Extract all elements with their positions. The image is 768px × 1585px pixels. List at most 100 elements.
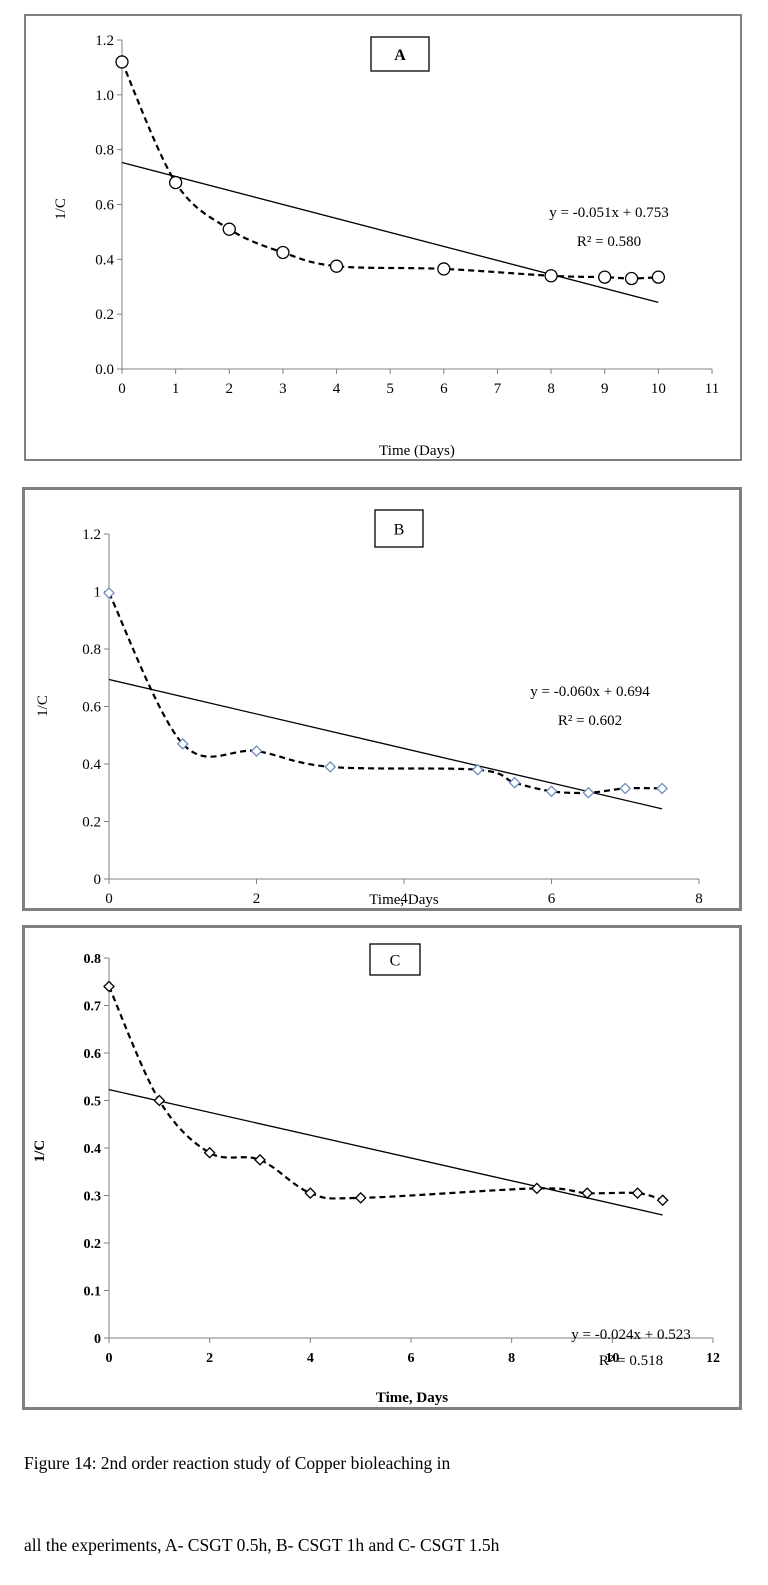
- data-point: [304, 1187, 317, 1200]
- x-tick-label: 12: [706, 1351, 720, 1366]
- y-tick-label: 0.6: [82, 700, 101, 716]
- y-tick-label: 1.0: [95, 88, 114, 104]
- y-tick-label: 0.0: [95, 362, 114, 378]
- data-point: [581, 1187, 594, 1200]
- r-squared-label: R² = 0.602: [558, 713, 622, 729]
- panel-label-box: [369, 943, 421, 976]
- y-tick-label: 0.4: [84, 1142, 102, 1157]
- x-axis-label: Time (Days): [379, 443, 455, 459]
- x-tick-label: 10: [651, 381, 666, 397]
- trendline-equation: y = -0.060x + 0.694: [530, 684, 650, 700]
- data-point: [508, 776, 521, 789]
- data-point: [471, 763, 484, 776]
- y-tick-label: 1.2: [82, 527, 101, 543]
- panel-label-box: [370, 36, 430, 72]
- y-tick-label: 0.8: [95, 143, 114, 159]
- y-tick-label: 0.6: [95, 198, 114, 214]
- data-point: [656, 782, 669, 795]
- y-tick-label: 1.2: [95, 33, 114, 49]
- data-point: [437, 262, 451, 276]
- x-axis-label: Time, Days: [376, 1390, 448, 1406]
- chart-a-svg: 0.0 0.2 0.4 0.6 0.8 1.0 1.2 0 1 2 3 4 5 6 7 8 9 10 11 Time …: [53, 33, 719, 459]
- y-tick-label: 0.5: [84, 1095, 102, 1110]
- y-tick-label: 0.6: [84, 1047, 102, 1062]
- chart-b-svg: 0 0.2 0.4 0.6 0.8 1 1.2 0 2 4 6 8 Time, Days 1/C y = -…: [35, 509, 703, 908]
- y-tick-label: 0.8: [82, 642, 101, 658]
- data-point: [176, 737, 189, 750]
- x-tick-label: 1: [172, 381, 180, 397]
- panel-label: A: [394, 47, 406, 64]
- y-tick-label: 0.4: [95, 252, 114, 268]
- data-point: [354, 1191, 367, 1204]
- y-tick-label: 1: [94, 585, 102, 601]
- x-tick-label: 5: [386, 381, 394, 397]
- x-tick-label: 0: [118, 381, 126, 397]
- r-squared-label: R² = 0.580: [577, 234, 641, 250]
- series-curve: [120, 61, 659, 280]
- chart-panel-b: 0 0.2 0.4 0.6 0.8 1 1.2 0 2 4 6 8 Time, Days 1/C y = -…: [22, 487, 742, 911]
- chart-panel-c: 0 0.1 0.2 0.3 0.4 0.5 0.6 0.7 0.8 0 2 4 6 8 10 12 Time, …: [22, 925, 742, 1410]
- data-point: [656, 1194, 669, 1207]
- data-point: [153, 1094, 166, 1107]
- x-tick-label: 11: [705, 381, 719, 397]
- data-point: [651, 270, 666, 284]
- x-axis-label: Time, Days: [369, 892, 439, 908]
- x-tick-label: 2: [253, 891, 261, 907]
- x-tick-label: 8: [508, 1351, 515, 1366]
- y-tick-label: 0.8: [84, 952, 102, 967]
- figure-caption-line1: Figure 14: 2nd order reaction study of C…: [24, 1453, 451, 1473]
- y-tick-label: 0.4: [82, 757, 101, 773]
- x-tick-label: 4: [307, 1351, 314, 1366]
- trendline-equation: y = -0.024x + 0.523: [571, 1327, 690, 1343]
- x-tick-label: 10: [605, 1351, 619, 1366]
- data-point: [222, 222, 236, 236]
- x-tick-label: 4: [333, 381, 341, 397]
- chart-c-svg: 0 0.1 0.2 0.3 0.4 0.5 0.6 0.7 0.8 0 2 4 6 8 10 12 Time, …: [32, 943, 720, 1406]
- trendline: [108, 678, 663, 810]
- y-tick-label: 0.2: [82, 815, 101, 831]
- panel-label: C: [390, 953, 401, 970]
- data-point: [254, 1153, 266, 1166]
- x-tick-label: 7: [494, 381, 502, 397]
- y-tick-label: 0.2: [84, 1237, 102, 1252]
- data-point: [624, 271, 639, 286]
- x-tick-label: 9: [601, 381, 609, 397]
- series-curve: [107, 986, 664, 1202]
- data-point: [329, 259, 344, 273]
- panel-label-box: [374, 509, 424, 548]
- x-tick-label: 4: [400, 891, 408, 907]
- y-tick-label: 0: [94, 1332, 101, 1347]
- y-tick-label: 0: [94, 872, 102, 888]
- data-point: [115, 55, 129, 69]
- data-point: [582, 786, 595, 799]
- y-axis-label: 1/C: [53, 198, 69, 220]
- chart-panel-a: 0.0 0.2 0.4 0.6 0.8 1.0 1.2 0 1 2 3 4 5 6 7 8 9 10 11 Time …: [24, 14, 742, 461]
- y-tick-label: 0.2: [95, 307, 114, 323]
- x-tick-label: 2: [226, 381, 234, 397]
- data-point: [103, 980, 115, 993]
- data-point: [545, 785, 558, 798]
- x-tick-label: 8: [547, 381, 555, 397]
- trendline-equation: y = -0.051x + 0.753: [549, 205, 668, 221]
- data-point: [276, 245, 290, 260]
- x-tick-label: 3: [279, 381, 287, 397]
- trendline: [121, 161, 659, 304]
- data-point: [103, 587, 115, 599]
- x-tick-label: 6: [548, 891, 556, 907]
- x-tick-label: 8: [695, 891, 703, 907]
- trendline: [108, 1088, 663, 1216]
- y-tick-label: 0.7: [84, 1000, 102, 1015]
- r-squared-label: R² = 0.518: [599, 1353, 663, 1369]
- data-point: [619, 782, 632, 795]
- figure-caption-line2: all the experiments, A- CSGT 0.5h, B- CS…: [24, 1535, 500, 1555]
- data-point: [598, 270, 612, 284]
- x-tick-label: 2: [206, 1351, 213, 1366]
- data-point: [324, 760, 337, 773]
- x-tick-label: 0: [105, 891, 113, 907]
- panel-label: B: [394, 522, 405, 539]
- x-tick-label: 6: [440, 381, 448, 397]
- data-point: [250, 745, 263, 757]
- y-tick-label: 0.1: [84, 1285, 102, 1300]
- x-tick-label: 0: [106, 1351, 113, 1366]
- data-point: [631, 1187, 644, 1200]
